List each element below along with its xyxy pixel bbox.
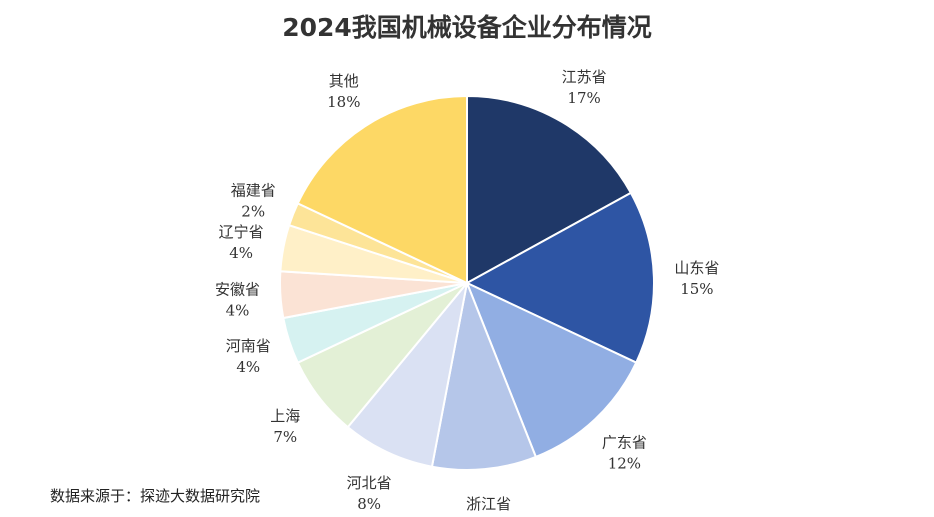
slice-label-7: 安徽省 [215,280,260,298]
chart-title: 2024我国机械设备企业分布情况 [282,13,652,42]
slice-label-9: 福建省 [231,181,276,199]
slice-label-10: 其他 [329,72,359,90]
slice-value-label-9: 2% [241,202,265,220]
slice-label-8: 辽宁省 [219,223,264,241]
pie-slice-1 [464,191,655,364]
pie-slice-2 [465,281,638,459]
slice-value-label-0: 17% [567,89,600,107]
slice-value-label-10: 18% [327,93,360,111]
pie-slice-0 [466,94,633,285]
pie-slice-3 [430,279,538,471]
slice-labels: 江苏省17%山东省15%广东省12%浙江省9%河北省8%上海7%河南省4%安徽省… [215,68,719,517]
pie-slice-4 [346,282,468,468]
slice-label-2: 广东省 [602,434,647,452]
slice-label-6: 河南省 [226,337,271,355]
slice-value-label-5: 7% [273,428,297,446]
pie-slice-10 [296,94,468,285]
slice-label-5: 上海 [270,407,300,425]
slice-value-label-1: 15% [680,280,713,298]
slice-label-3: 浙江省 [466,495,511,513]
slice-value-label-7: 4% [226,301,250,319]
slice-value-label-6: 4% [236,358,260,376]
slice-label-1: 山东省 [674,259,719,277]
data-source-note: 数据来源于：探迹大数据研究院 [50,487,260,505]
slice-label-4: 河北省 [347,474,392,492]
slice-label-0: 江苏省 [562,68,607,86]
slice-value-label-2: 12% [608,455,641,473]
slice-value-label-8: 4% [229,244,253,262]
slice-value-label-4: 8% [357,495,381,513]
pie-slices [279,94,655,471]
